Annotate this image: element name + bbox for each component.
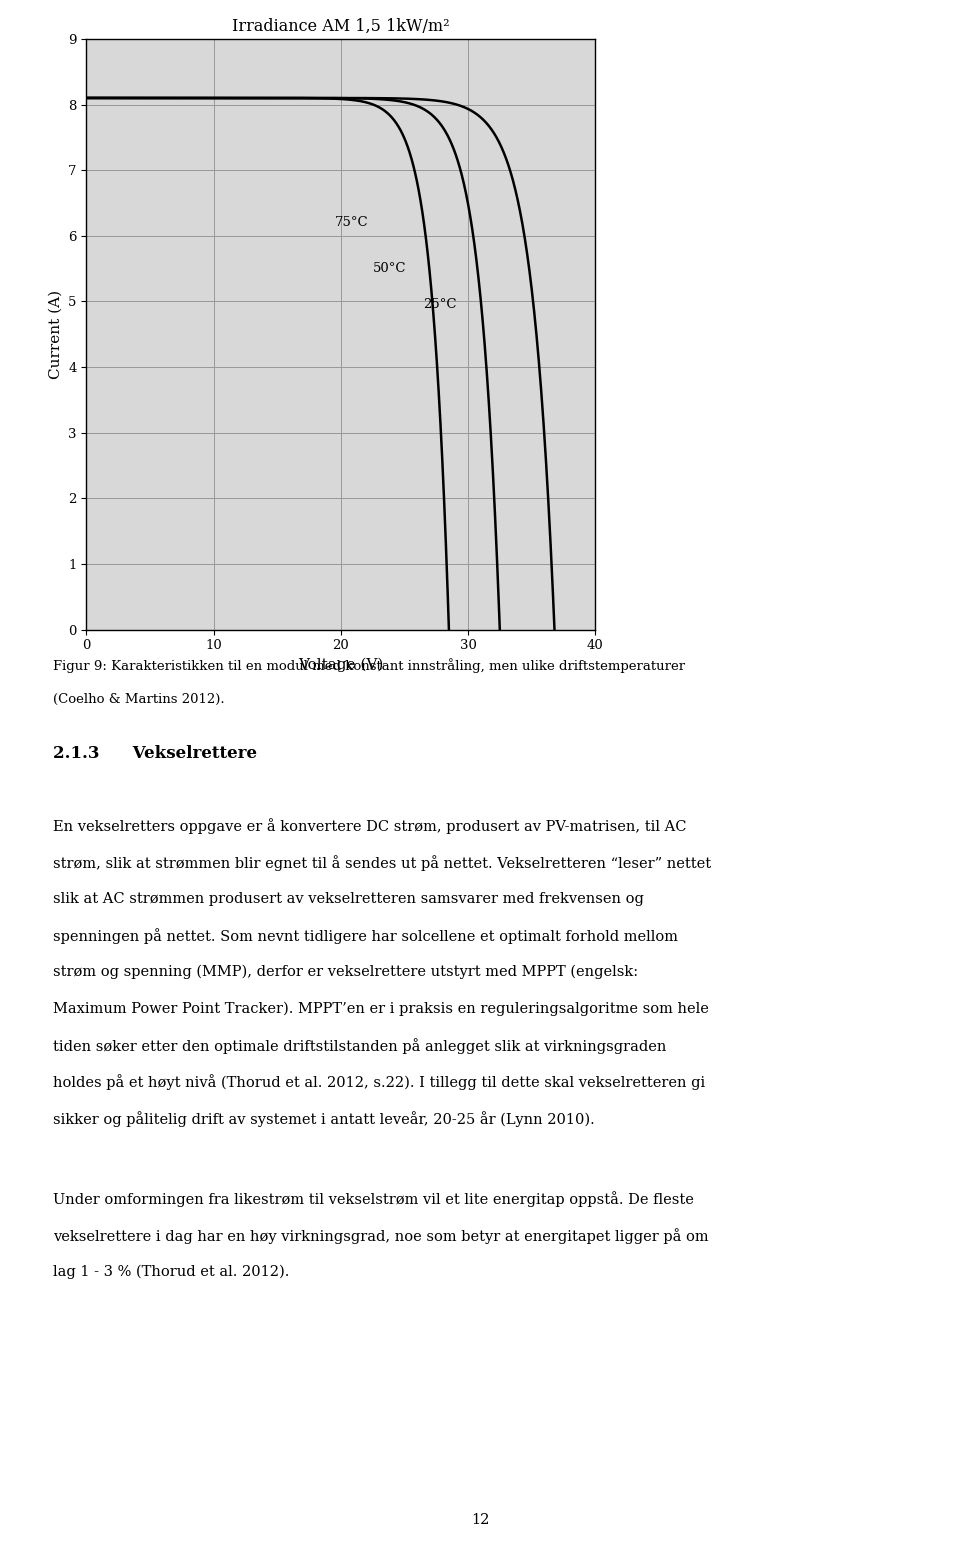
Text: slik at AC strømmen produsert av vekselretteren samsvarer med frekvensen og: slik at AC strømmen produsert av vekselr… xyxy=(53,891,643,905)
Text: 75°C: 75°C xyxy=(334,216,368,229)
Text: (Coelho & Martins 2012).: (Coelho & Martins 2012). xyxy=(53,692,225,706)
Text: sikker og pålitelig drift av systemet i antatt leveår, 20-25 år (Lynn 2010).: sikker og pålitelig drift av systemet i … xyxy=(53,1110,594,1127)
Text: strøm og spenning (MMP), derfor er vekselrettere utstyrt med MPPT (engelsk:: strøm og spenning (MMP), derfor er vekse… xyxy=(53,964,638,980)
Text: 12: 12 xyxy=(470,1513,490,1527)
Text: lag 1 - 3 % (Thorud et al. 2012).: lag 1 - 3 % (Thorud et al. 2012). xyxy=(53,1264,289,1278)
Text: strøm, slik at strømmen blir egnet til å sendes ut på nettet. Vekselretteren “le: strøm, slik at strømmen blir egnet til å… xyxy=(53,855,711,871)
Text: Under omformingen fra likestrøm til vekselstrøm vil et lite energitap oppstå. De: Under omformingen fra likestrøm til veks… xyxy=(53,1191,694,1207)
Title: Irradiance AM 1,5 1kW/m²: Irradiance AM 1,5 1kW/m² xyxy=(232,17,449,34)
Text: 25°C: 25°C xyxy=(423,299,457,311)
Text: 50°C: 50°C xyxy=(372,263,406,275)
Text: spenningen på nettet. Som nevnt tidligere har solcellene et optimalt forhold mel: spenningen på nettet. Som nevnt tidliger… xyxy=(53,928,678,944)
Text: Maximum Power Point Tracker). MPPT’en er i praksis en reguleringsalgoritme som h: Maximum Power Point Tracker). MPPT’en er… xyxy=(53,1001,708,1015)
Text: tiden søker etter den optimale driftstilstanden på anlegget slik at virkningsgra: tiden søker etter den optimale driftstil… xyxy=(53,1037,666,1054)
Y-axis label: Current (A): Current (A) xyxy=(49,289,62,379)
Text: holdes på et høyt nivå (Thorud et al. 2012, s.22). I tillegg til dette skal veks: holdes på et høyt nivå (Thorud et al. 20… xyxy=(53,1075,705,1090)
Text: En vekselretters oppgave er å konvertere DC strøm, produsert av PV-matrisen, til: En vekselretters oppgave er å konvertere… xyxy=(53,818,686,835)
Text: 2.1.3  Vekselrettere: 2.1.3 Vekselrettere xyxy=(53,745,257,762)
Text: Figur 9: Karakteristikken til en modul med konstant innstråling, men ulike drift: Figur 9: Karakteristikken til en modul m… xyxy=(53,658,684,673)
X-axis label: Voltage (V): Voltage (V) xyxy=(299,658,383,672)
Text: vekselrettere i dag har en høy virkningsgrad, noe som betyr at energitapet ligge: vekselrettere i dag har en høy virknings… xyxy=(53,1228,708,1244)
